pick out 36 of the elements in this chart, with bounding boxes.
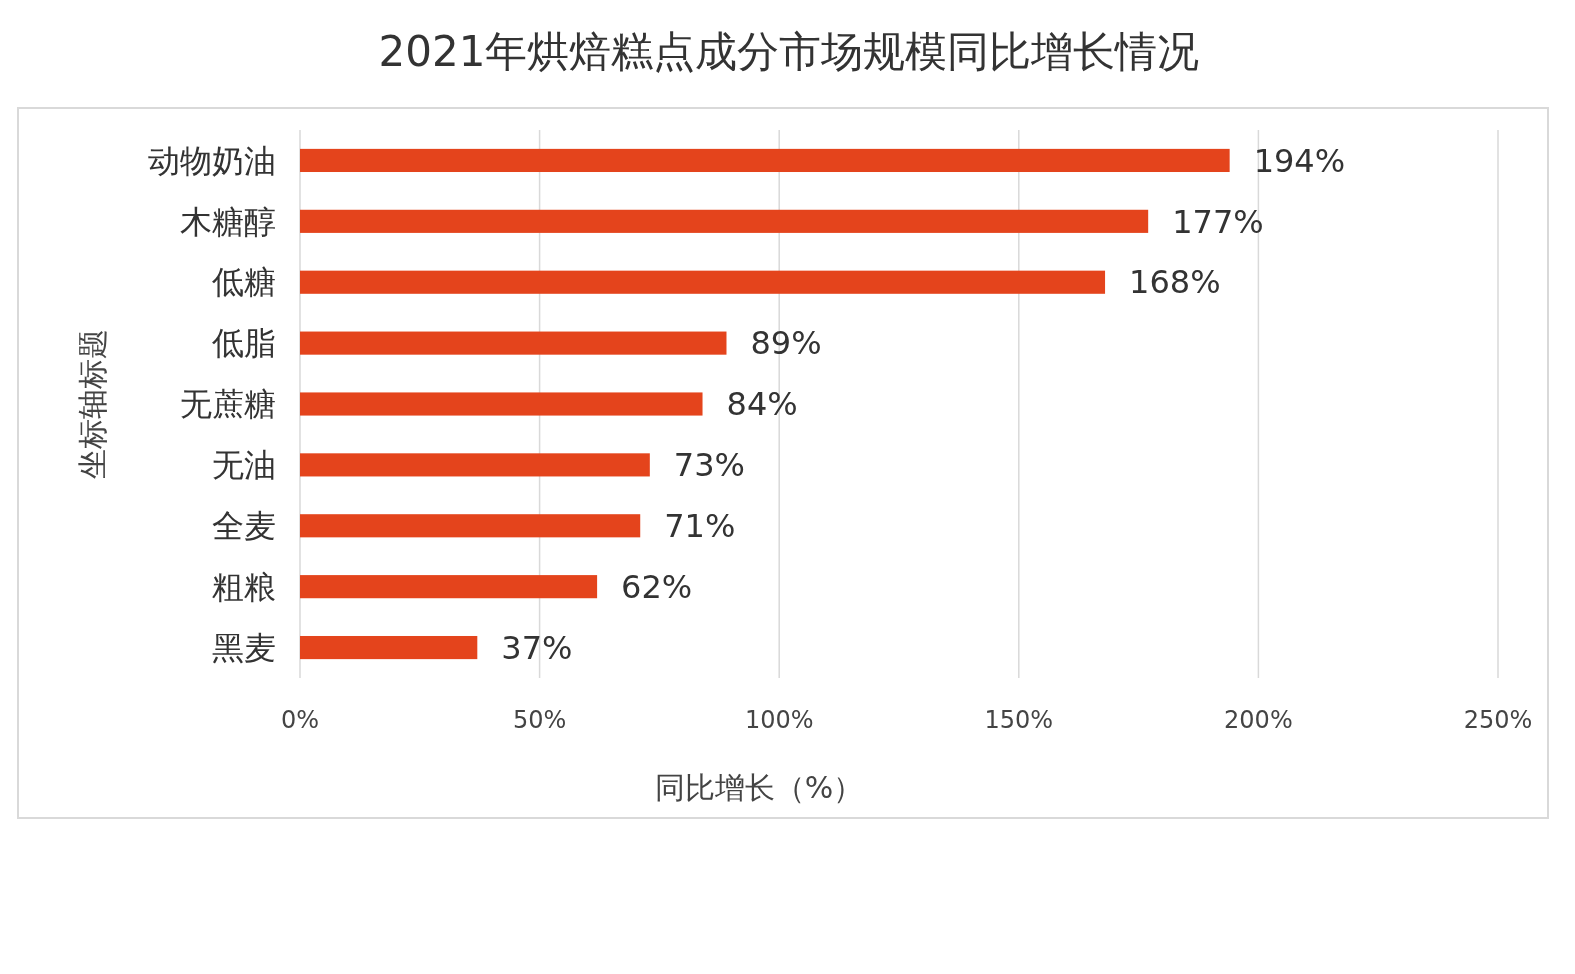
y-tick-label: 木糖醇 [180, 202, 276, 241]
bar [300, 392, 703, 416]
y-tick-label: 无蔗糖 [180, 385, 276, 424]
bar [300, 514, 641, 538]
bar [300, 453, 650, 477]
data-label: 89% [750, 324, 822, 363]
data-label: 71% [664, 506, 736, 545]
bar [300, 635, 478, 660]
y-tick-label: 无油 [212, 446, 276, 485]
data-label: 73% [673, 446, 745, 485]
bar [300, 331, 727, 355]
data-label: 194% [1253, 141, 1346, 180]
bar [300, 270, 1106, 294]
y-tick-label: 低糖 [212, 263, 276, 302]
bar [300, 575, 598, 599]
y-tick-label: 低脂 [212, 324, 276, 363]
data-label: 177% [1172, 202, 1264, 241]
bar [300, 209, 1149, 233]
x-tick-label: 50% [512, 706, 567, 734]
x-tick-label: 100% [744, 706, 814, 734]
y-axis-title: 坐标轴标题 [75, 329, 110, 479]
y-tick-label: 动物奶油 [148, 141, 276, 180]
x-tick-label: 0% [280, 706, 320, 734]
data-label: 37% [501, 628, 573, 667]
x-tick-label: 250% [1463, 706, 1533, 734]
data-label: 168% [1129, 263, 1221, 302]
bar [300, 148, 1230, 173]
x-axis-title: 同比增长（%） [654, 770, 864, 805]
y-tick-label: 黑麦 [212, 628, 276, 667]
data-label: 84% [726, 385, 798, 424]
y-tick-label: 粗粮 [212, 567, 276, 606]
x-tick-label: 200% [1224, 706, 1293, 734]
data-label: 62% [621, 567, 693, 606]
x-tick-label: 150% [984, 706, 1054, 734]
y-tick-label: 全麦 [212, 506, 276, 545]
chart-title: 2021年烘焙糕点成分市场规模同比增长情况 [378, 27, 1200, 76]
